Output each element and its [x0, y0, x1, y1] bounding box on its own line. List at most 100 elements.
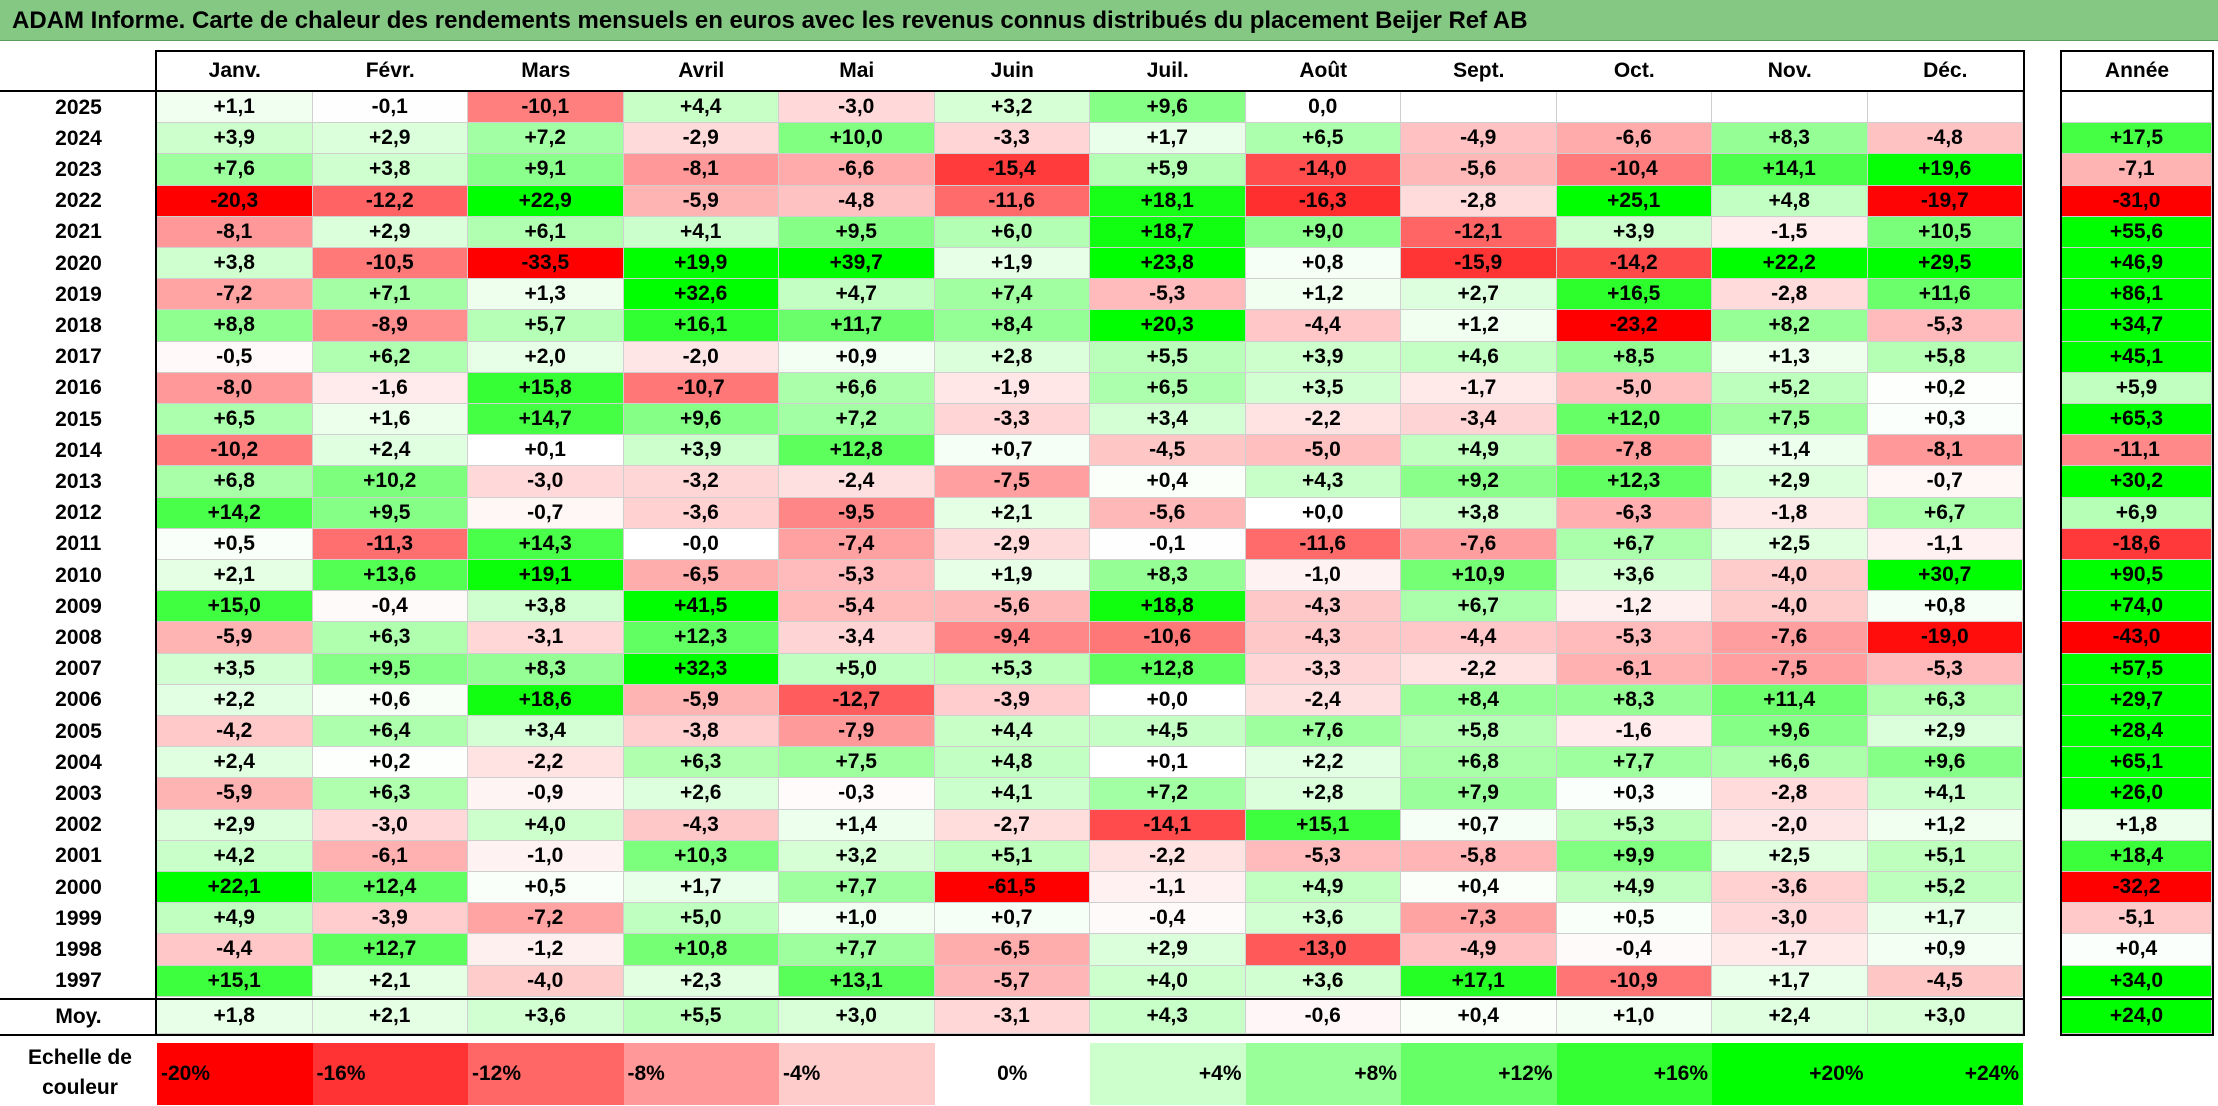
year-total-cell: +55,6	[2062, 216, 2212, 248]
heatmap-cell: -6,1	[312, 840, 468, 872]
heatmap-cell: -1,2	[1556, 591, 1712, 623]
heatmap-cell	[1712, 92, 1868, 124]
scale-swatch: +4%	[1090, 1043, 1246, 1105]
heatmap-cell: +1,9	[934, 560, 1090, 592]
heatmap-cell: +22,9	[468, 185, 624, 217]
heatmap-cell: +1,7	[623, 872, 779, 904]
heatmap-cell: +1,7	[1867, 903, 2023, 935]
heatmap-cell: -8,1	[1867, 435, 2023, 467]
heatmap-cell: +1,6	[312, 404, 468, 436]
heatmap-cell: +4,8	[1712, 185, 1868, 217]
month-header: Mars	[521, 59, 571, 82]
heatmap-cell: -12,2	[312, 185, 468, 217]
heatmap-cell: -1,1	[1867, 528, 2023, 560]
heatmap-cell: -12,7	[779, 684, 935, 716]
scale-swatch: +24%	[1867, 1043, 2023, 1105]
heatmap-cell: +8,3	[468, 653, 624, 685]
heatmap-cell: +3,4	[468, 716, 624, 748]
heatmap-cell: +3,8	[157, 248, 313, 280]
year-total-cell: +65,1	[2062, 747, 2212, 779]
heatmap-cell: -2,4	[779, 466, 935, 498]
heatmap-cell: +8,3	[1556, 684, 1712, 716]
heatmap-cell: +2,2	[157, 684, 313, 716]
heatmap-cell: +15,8	[468, 372, 624, 404]
heatmap-cell: +3,9	[623, 435, 779, 467]
heatmap-cell: -14,1	[1090, 809, 1246, 841]
heatmap-cell: -0,5	[157, 341, 313, 373]
heatmap-cell: +6,0	[934, 216, 1090, 248]
heatmap-cell: -10,9	[1556, 965, 1712, 997]
heatmap-cell: -11,3	[312, 528, 468, 560]
heatmap-cell: +1,3	[468, 279, 624, 311]
heatmap-cell: +6,8	[157, 466, 313, 498]
heatmap-cell: +0,7	[934, 435, 1090, 467]
heatmap-cell: -10,7	[623, 372, 779, 404]
heatmap-cell: +0,4	[1090, 466, 1246, 498]
heatmap-cell: -10,5	[312, 248, 468, 280]
heatmap-cell: +12,0	[1556, 404, 1712, 436]
heatmap-cell: +3,2	[934, 92, 1090, 124]
heatmap-cell: -1,7	[1401, 372, 1557, 404]
heatmap-cell: -6,1	[1556, 653, 1712, 685]
heatmap-cell: -2,2	[1245, 404, 1401, 436]
heatmap-cell: +4,9	[157, 903, 313, 935]
heatmap-cell: -3,8	[623, 716, 779, 748]
heatmap-cell: -1,0	[1245, 560, 1401, 592]
scale-swatch: +20%	[1712, 1043, 1868, 1105]
heatmap-cell: +0,5	[157, 528, 313, 560]
heatmap-cell: +1,2	[1245, 279, 1401, 311]
heatmap-cell: -1,6	[312, 372, 468, 404]
heatmap-cell: +4,6	[1401, 341, 1557, 373]
scale-swatch: +12%	[1401, 1043, 1557, 1105]
heatmap-cell: +10,5	[1867, 216, 2023, 248]
heatmap-cell: +6,1	[468, 216, 624, 248]
heatmap-cell: +4,5	[1090, 716, 1246, 748]
heatmap-cell: -6,5	[623, 560, 779, 592]
heatmap-cell: -5,3	[1867, 310, 2023, 342]
year-total-cell: +65,3	[2062, 404, 2212, 436]
year-total-cell: +45,1	[2062, 341, 2212, 373]
year-total-cell: -31,0	[2062, 185, 2212, 217]
heatmap-cell: +1,3	[1712, 341, 1868, 373]
heatmap-cell: -1,1	[1090, 872, 1246, 904]
year-total-cell: +46,9	[2062, 248, 2212, 280]
average-label: Moy.	[55, 1004, 102, 1028]
heatmap-cell: +3,2	[779, 840, 935, 872]
average-divider-year	[2060, 997, 2214, 1000]
year-total-header: Année	[2104, 59, 2170, 82]
heatmap-cell: -1,9	[934, 372, 1090, 404]
heatmap-cell: +5,5	[1090, 341, 1246, 373]
heatmap-cell: +6,3	[623, 747, 779, 779]
heatmap-cell: -7,2	[157, 279, 313, 311]
heatmap-cell: +4,2	[157, 840, 313, 872]
heatmap-cell: +10,2	[312, 466, 468, 498]
heatmap-cell: +0,8	[1245, 248, 1401, 280]
heatmap-cell: -61,5	[934, 872, 1090, 904]
year-label: 2005	[55, 719, 102, 743]
heatmap-cell: +9,2	[1401, 466, 1557, 498]
year-total-cell: -18,6	[2062, 528, 2212, 560]
heatmap-cell: +12,3	[623, 622, 779, 654]
heatmap-cell: -9,4	[934, 622, 1090, 654]
heatmap-cell: -3,6	[623, 497, 779, 529]
heatmap-cell: +17,1	[1401, 965, 1557, 997]
heatmap-cell: -2,7	[934, 809, 1090, 841]
heatmap-cell: -4,3	[623, 809, 779, 841]
heatmap-cell: +6,5	[157, 404, 313, 436]
heatmap-cell: +11,6	[1867, 279, 2023, 311]
month-header: Août	[1299, 59, 1348, 82]
heatmap-cell: +5,7	[468, 310, 624, 342]
heatmap-cell: +8,2	[1712, 310, 1868, 342]
month-header: Nov.	[1767, 59, 1812, 82]
heatmap-cell: -0,0	[623, 528, 779, 560]
year-total-cell: +74,0	[2062, 591, 2212, 623]
heatmap-cell: -6,3	[1556, 497, 1712, 529]
heatmap-cell: -4,8	[779, 185, 935, 217]
heatmap-cell: -12,1	[1401, 216, 1557, 248]
heatmap-cell: +3,5	[157, 653, 313, 685]
heatmap-cell: +7,2	[468, 123, 624, 155]
heatmap-cell: +3,8	[1401, 497, 1557, 529]
heatmap-cell: +2,3	[623, 965, 779, 997]
heatmap-cell: -3,2	[623, 466, 779, 498]
heatmap-cell: -7,3	[1401, 903, 1557, 935]
